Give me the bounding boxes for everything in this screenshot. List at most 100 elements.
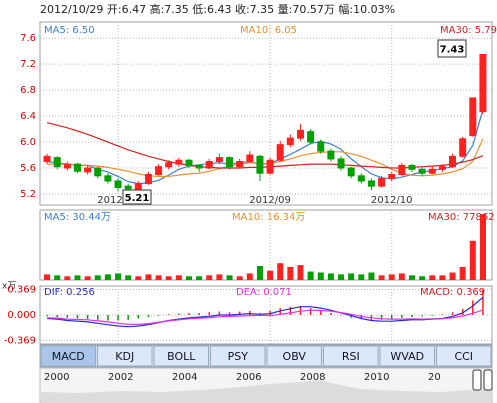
candle-body — [296, 129, 304, 139]
volume-bar — [165, 276, 172, 280]
tab[interactable] — [153, 345, 209, 367]
y-tick-label: 6.8 — [20, 85, 36, 96]
candle-body — [469, 97, 477, 137]
unit-label: x万 — [2, 282, 16, 292]
candle-body — [388, 174, 396, 179]
y-tick-label: 7.2 — [20, 59, 36, 70]
volume-bar — [196, 276, 203, 280]
y-tick-label: 7.6 — [20, 33, 36, 44]
volume-bar — [429, 275, 436, 280]
candle-body — [408, 164, 416, 170]
volume-bar — [287, 266, 294, 280]
ma-line — [47, 109, 484, 185]
volume-bar — [206, 275, 213, 280]
macd-line — [47, 309, 484, 325]
legend-entry: MA10: 16.34万 — [232, 212, 305, 223]
volume-bar — [135, 276, 142, 280]
volume-bar — [155, 275, 162, 280]
timeline-label: 20 — [428, 372, 441, 383]
legend-entry: MA30: 77862 — [428, 212, 495, 223]
volume-bar — [125, 275, 132, 280]
candle-body — [134, 183, 142, 191]
volume-bar — [398, 273, 405, 280]
header: 2012/10/29 开:6.47 高:7.35 低:6.43 收:7.35 量… — [40, 2, 395, 16]
tab[interactable] — [40, 345, 96, 367]
scroll-handle[interactable] — [472, 369, 482, 391]
volume-bar — [256, 266, 263, 280]
volume-bar — [44, 274, 51, 280]
volume-bar — [479, 214, 486, 280]
tab-label: OBV — [283, 350, 307, 363]
volume-bar — [469, 240, 476, 280]
volume-bar — [317, 272, 324, 280]
legend-entry: MA5: 6.50 — [44, 25, 95, 36]
candle-body — [144, 174, 152, 185]
tab[interactable] — [266, 345, 322, 367]
x-tick-label: 2012/08 — [97, 195, 139, 206]
volume-bar — [358, 274, 365, 280]
volume-bar — [267, 270, 274, 280]
tab[interactable] — [379, 345, 435, 367]
volume-bar — [246, 273, 253, 280]
ma-line — [46, 122, 484, 169]
timeline-label: 2004 — [172, 372, 197, 383]
volume-panel — [39, 209, 493, 281]
volume-bar — [338, 274, 345, 280]
candle-body — [155, 166, 163, 176]
price-panel — [39, 21, 493, 206]
legend-entry: MACD: 0.369 — [420, 287, 485, 298]
y-tick-label: 6.4 — [20, 111, 36, 122]
annotation-box — [437, 39, 467, 58]
volume-bar — [459, 266, 466, 280]
tab-label: RSI — [342, 350, 360, 363]
candle-body — [317, 141, 325, 152]
candle-body — [347, 167, 355, 177]
candle-body — [378, 177, 386, 187]
tab[interactable] — [210, 345, 266, 367]
y-tick-label: 0.369 — [7, 285, 36, 296]
candle-body — [124, 185, 132, 190]
tab[interactable] — [436, 345, 492, 367]
legend-entry: MA5: 30.44万 — [44, 212, 111, 223]
candle-body — [215, 157, 223, 163]
candle-body — [175, 159, 183, 165]
timeline-label: 2008 — [300, 372, 325, 383]
y-tick-label: 5.6 — [20, 163, 36, 174]
candle-body — [276, 144, 284, 161]
candle-body — [185, 159, 193, 166]
volume-bar — [439, 275, 446, 280]
candle-body — [165, 162, 173, 168]
candle-body — [43, 155, 51, 163]
scroll-handle[interactable] — [483, 369, 493, 391]
tab-label: PSY — [228, 350, 249, 363]
candle-body — [337, 158, 345, 169]
candle-body — [428, 168, 436, 174]
volume-bar — [84, 276, 91, 280]
y-tick-label: 5.2 — [20, 189, 36, 200]
volume-bar — [378, 275, 385, 280]
candle-body — [205, 161, 213, 169]
volume-bar — [175, 275, 182, 280]
volume-bar — [216, 274, 223, 280]
volume-bar — [236, 276, 243, 280]
tab-label: KDJ — [115, 350, 134, 363]
tab[interactable] — [97, 345, 153, 367]
annotation: 5.21 — [125, 193, 150, 204]
y-tick-label: 0.000 — [7, 310, 36, 321]
volume-bar — [307, 271, 314, 280]
legend-entry: DEA: 0.071 — [236, 287, 292, 298]
candle-body — [398, 164, 406, 175]
tab[interactable] — [323, 345, 379, 367]
legend-entry: MA10: 6.05 — [240, 25, 297, 36]
y-tick-label: 6.0 — [20, 137, 36, 148]
timeline-label: 2000 — [44, 372, 69, 383]
tab-bar — [39, 344, 493, 368]
tab-label: MACD — [52, 350, 85, 363]
candle-body — [438, 166, 446, 170]
x-tick-label: 2012/09 — [249, 195, 291, 206]
candle-body — [73, 163, 81, 172]
candle-body — [367, 180, 375, 187]
ma-line — [47, 138, 484, 177]
legend-entry: MA30: 5.79 — [440, 25, 497, 36]
